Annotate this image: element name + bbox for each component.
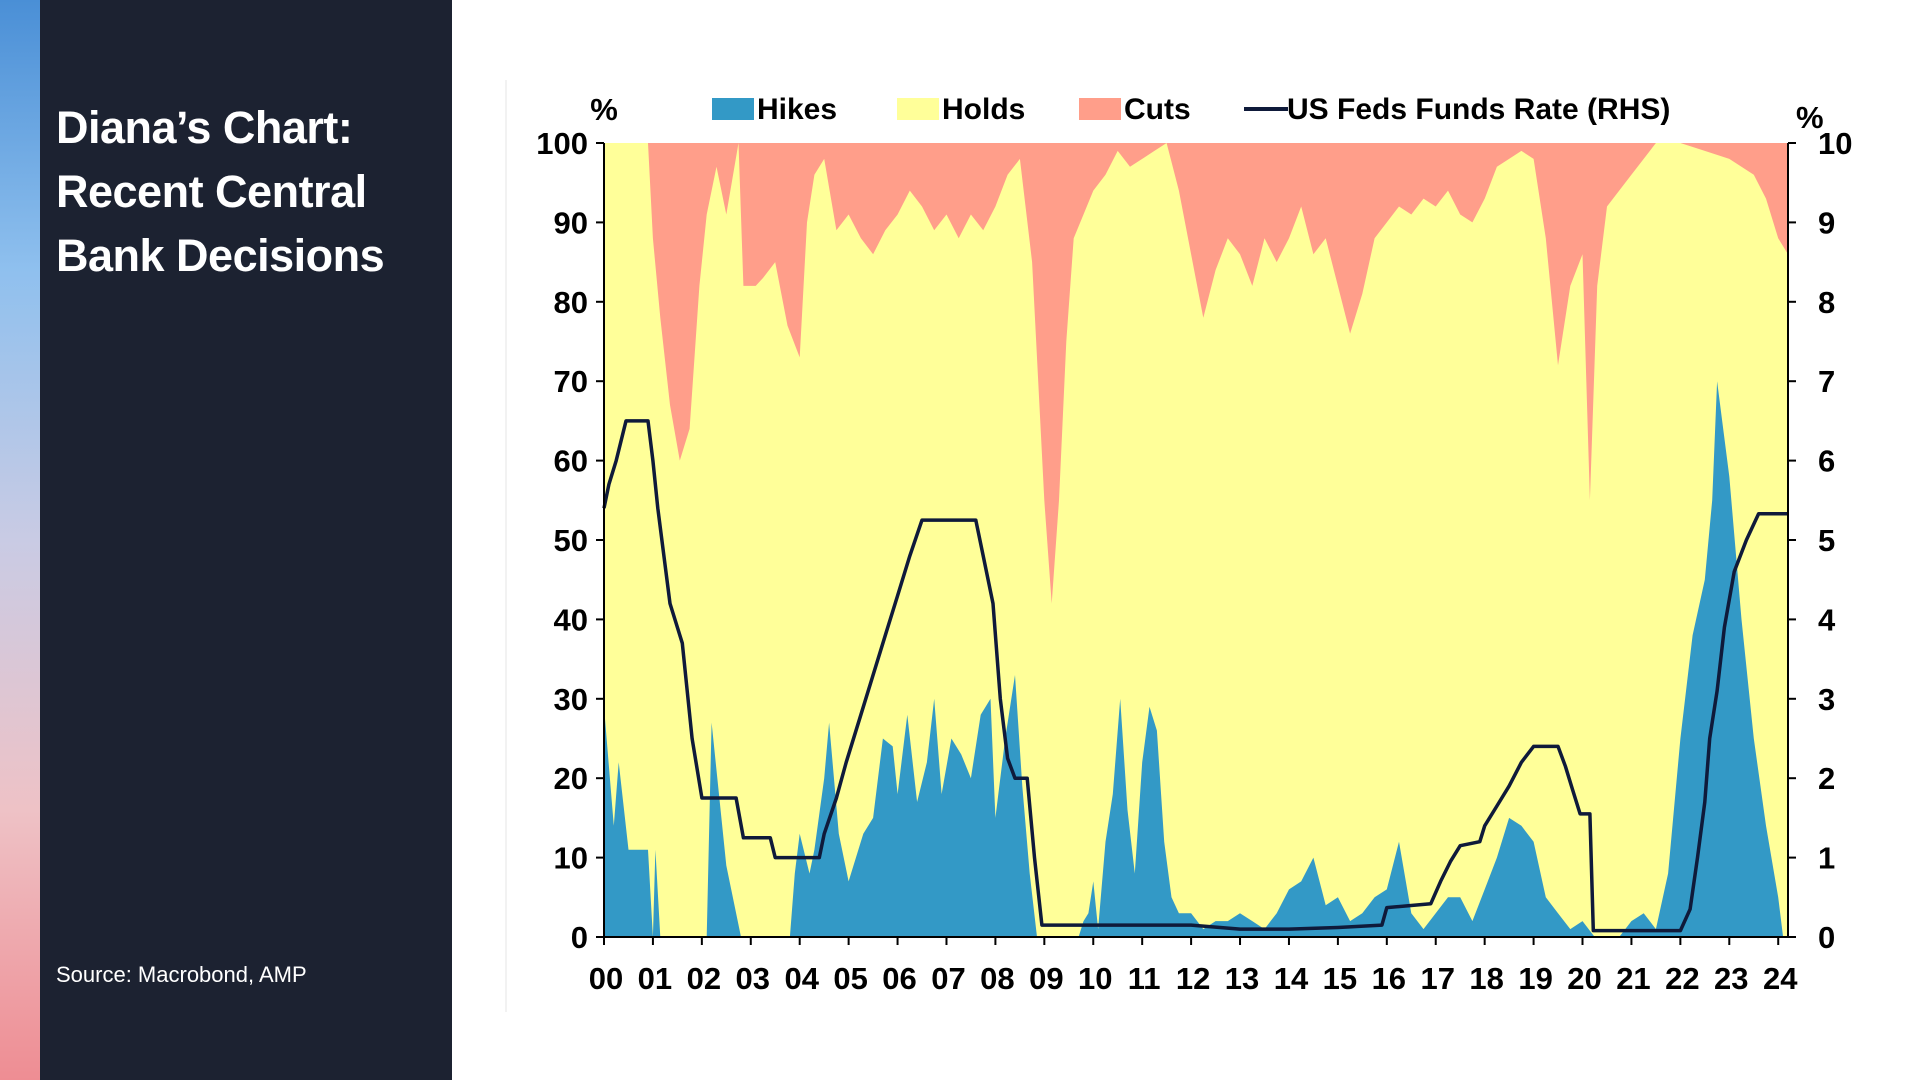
x-axis-tick-label: 20 — [1567, 961, 1601, 996]
x-axis-tick-label: 17 — [1420, 961, 1454, 996]
x-axis-tick-label: 10 — [1078, 961, 1112, 996]
plot-layer — [602, 143, 1788, 937]
right-axis-tick-label: 2 — [1818, 761, 1835, 796]
right-axis-unit: % — [1796, 100, 1824, 135]
side-panel — [40, 0, 452, 1080]
accent-strip — [0, 0, 40, 1080]
left-axis-tick-label: 10 — [554, 841, 588, 876]
x-axis-tick-label: 13 — [1225, 961, 1259, 996]
chart-area: 0 10 20 30 40 50 60 70 80 90 100 0 1 2 3 4 5 6 7 8 9 10 00 01 02… — [452, 0, 1920, 1080]
legend-holds-label: Holds — [942, 93, 1025, 126]
left-axis-tick-label: 60 — [554, 444, 588, 479]
right-axis-tick-label: 0 — [1818, 920, 1835, 955]
x-axis-tick-label: 24 — [1763, 961, 1798, 996]
legend-cuts-swatch — [1079, 98, 1121, 120]
right-axis-tick-label: 7 — [1818, 364, 1835, 399]
slide-title: Diana’s Chart: Recent Central Bank Decis… — [56, 102, 385, 281]
x-axis-tick-label: 03 — [736, 961, 770, 996]
x-axis-tick-label: 09 — [1029, 961, 1063, 996]
x-axis-tick-label: 15 — [1323, 961, 1357, 996]
left-axis-tick-label: 90 — [554, 205, 588, 240]
left-axis-tick-label: 80 — [554, 285, 588, 320]
left-axis-tick-label: 100 — [536, 126, 588, 161]
x-axis-tick-label: 18 — [1469, 961, 1503, 996]
x-axis-tick-label: 14 — [1274, 961, 1309, 996]
right-axis-tick-label: 8 — [1818, 285, 1835, 320]
legend: Hikes Holds Cuts US Feds Funds Rate (RHS) — [712, 93, 1670, 126]
left-axis-tick-label: 40 — [554, 602, 588, 637]
left-axis-tick-label: 20 — [554, 761, 588, 796]
x-axis-tick-label: 21 — [1616, 961, 1650, 996]
x-axis-tick-label: 07 — [931, 961, 965, 996]
x-axis-tick-label: 01 — [638, 961, 672, 996]
x-axis-tick-label: 19 — [1518, 961, 1552, 996]
left-axis-tick-label: 50 — [554, 523, 588, 558]
x-axis-tick-label: 11 — [1128, 961, 1161, 996]
source-note: Source: Macrobond, AMP — [56, 962, 307, 987]
legend-cuts-label: Cuts — [1124, 93, 1191, 126]
x-axis-tick-label: 22 — [1665, 961, 1699, 996]
left-axis-tick-label: 0 — [571, 920, 588, 955]
right-axis-tick-label: 10 — [1818, 126, 1852, 161]
cuts-area — [604, 143, 1788, 604]
x-axis-tick-label: 05 — [833, 961, 867, 996]
x-axis-tick-label: 12 — [1176, 961, 1210, 996]
right-axis-tick-label: 5 — [1818, 523, 1835, 558]
x-axis-tick-label: 06 — [882, 961, 916, 996]
right-axis-tick-label: 6 — [1818, 444, 1835, 479]
x-axis-tick-label: 23 — [1714, 961, 1748, 996]
x-axis-tick-label: 00 — [589, 961, 623, 996]
right-axis-tick-label: 9 — [1818, 205, 1835, 240]
legend-holds-swatch — [897, 98, 939, 120]
legend-hikes-label: Hikes — [757, 93, 837, 126]
hikes-area — [604, 381, 1788, 937]
x-axis-tick-label: 16 — [1372, 961, 1406, 996]
x-axis-tick-label: 02 — [687, 961, 721, 996]
right-axis-tick-label: 3 — [1818, 682, 1835, 717]
x-axis-tick-label: 08 — [980, 961, 1014, 996]
left-axis-unit: % — [590, 92, 618, 127]
right-axis-tick-label: 4 — [1818, 602, 1836, 637]
left-axis-tick-label: 70 — [554, 364, 588, 399]
fed-funds-rate-line — [602, 419, 1788, 933]
left-axis-tick-label: 30 — [554, 682, 588, 717]
right-axis-tick-label: 1 — [1818, 841, 1835, 876]
legend-rate-label: US Feds Funds Rate (RHS) — [1287, 93, 1670, 126]
x-axis-tick-label: 04 — [784, 961, 819, 996]
legend-hikes-swatch — [712, 98, 754, 120]
